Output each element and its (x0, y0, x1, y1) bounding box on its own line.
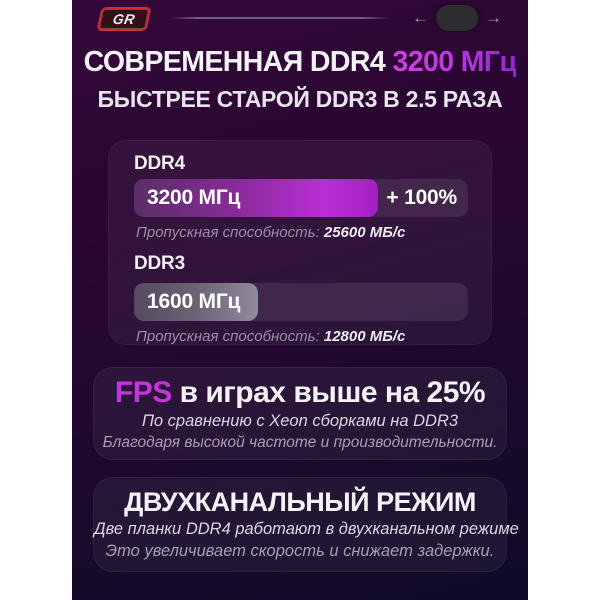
fps-card-line2: Благодаря высокой частоте и производител… (102, 434, 498, 451)
dual-channel-card-line2: Это увеличивает скорость и снижает задер… (105, 542, 495, 560)
ddr4-bar-fill: 3200 МГц (134, 179, 378, 217)
ddr3-bar-fill: 1600 МГц (134, 283, 258, 321)
ddr3-bandwidth-label: Пропускная способность: (136, 328, 324, 345)
fps-card-title-rest: в играх выше на 25% (171, 376, 486, 409)
fps-card-title-accent: FPS (114, 376, 172, 409)
gr-logo: GR (96, 7, 152, 31)
main-panel: GR ← → СОВРЕМЕННАЯ DDR4 3200 МГц БЫСТРЕЕ… (72, 0, 528, 600)
dual-channel-card-line1: Две планки DDR4 работают в двухканальном… (94, 520, 519, 538)
ddr4-bandwidth: Пропускная способность: 25600 МБ/с (136, 224, 405, 241)
ddr4-bar-value: 3200 МГц (147, 186, 241, 209)
ram-comparison-card: DDR4 3200 МГц + 100% Пропускная способно… (108, 140, 492, 345)
header-divider-line (170, 17, 390, 19)
ddr3-label: DDR3 (134, 253, 185, 274)
headline-line1-white: СОВРЕМЕННАЯ DDR4 (83, 46, 393, 78)
ddr3-bar-track: 1600 МГц (134, 283, 468, 321)
headline-line2: БЫСТРЕЕ СТАРОЙ DDR3 В 2.5 РАЗА (97, 86, 503, 112)
dual-channel-card-title: ДВУХКАНАЛЬНЫЙ РЕЖИМ (124, 487, 476, 517)
headline-line1-accent: 3200 МГц (392, 46, 517, 78)
arrow-right-icon[interactable]: → (485, 8, 502, 27)
ddr3-bandwidth-value: 12800 МБ/с (323, 328, 406, 345)
carousel-pill-indicator[interactable] (436, 5, 478, 31)
ddr4-bandwidth-value: 25600 МБ/с (323, 224, 406, 241)
fps-card: FPS в играх выше на 25% По сравнению с X… (93, 367, 507, 460)
ddr4-bar-track: 3200 МГц + 100% (134, 179, 468, 217)
gr-logo-text: GR (111, 11, 137, 27)
ddr3-bar-value: 1600 МГц (147, 290, 241, 313)
ddr3-bandwidth: Пропускная способность: 12800 МБ/с (136, 328, 405, 345)
fps-card-title: FPS в играх выше на 25% (94, 376, 506, 410)
ddr4-bar-badge: + 100% (386, 186, 457, 209)
ddr4-label: DDR4 (134, 153, 185, 174)
fps-card-line1: По сравнению с Xeon сборками на DDR3 (141, 412, 459, 430)
ddr4-bandwidth-label: Пропускная способность: (136, 224, 324, 241)
dual-channel-card: ДВУХКАНАЛЬНЫЙ РЕЖИМ Две планки DDR4 рабо… (93, 477, 519, 572)
header: GR ← → (72, 0, 528, 38)
headline-line1: СОВРЕМЕННАЯ DDR4 3200 МГц (72, 46, 528, 79)
arrow-left-icon[interactable]: ← (412, 8, 429, 27)
headline: СОВРЕМЕННАЯ DDR4 3200 МГц БЫСТРЕЕ СТАРОЙ… (72, 46, 528, 113)
carousel-nav: ← → (412, 4, 502, 32)
